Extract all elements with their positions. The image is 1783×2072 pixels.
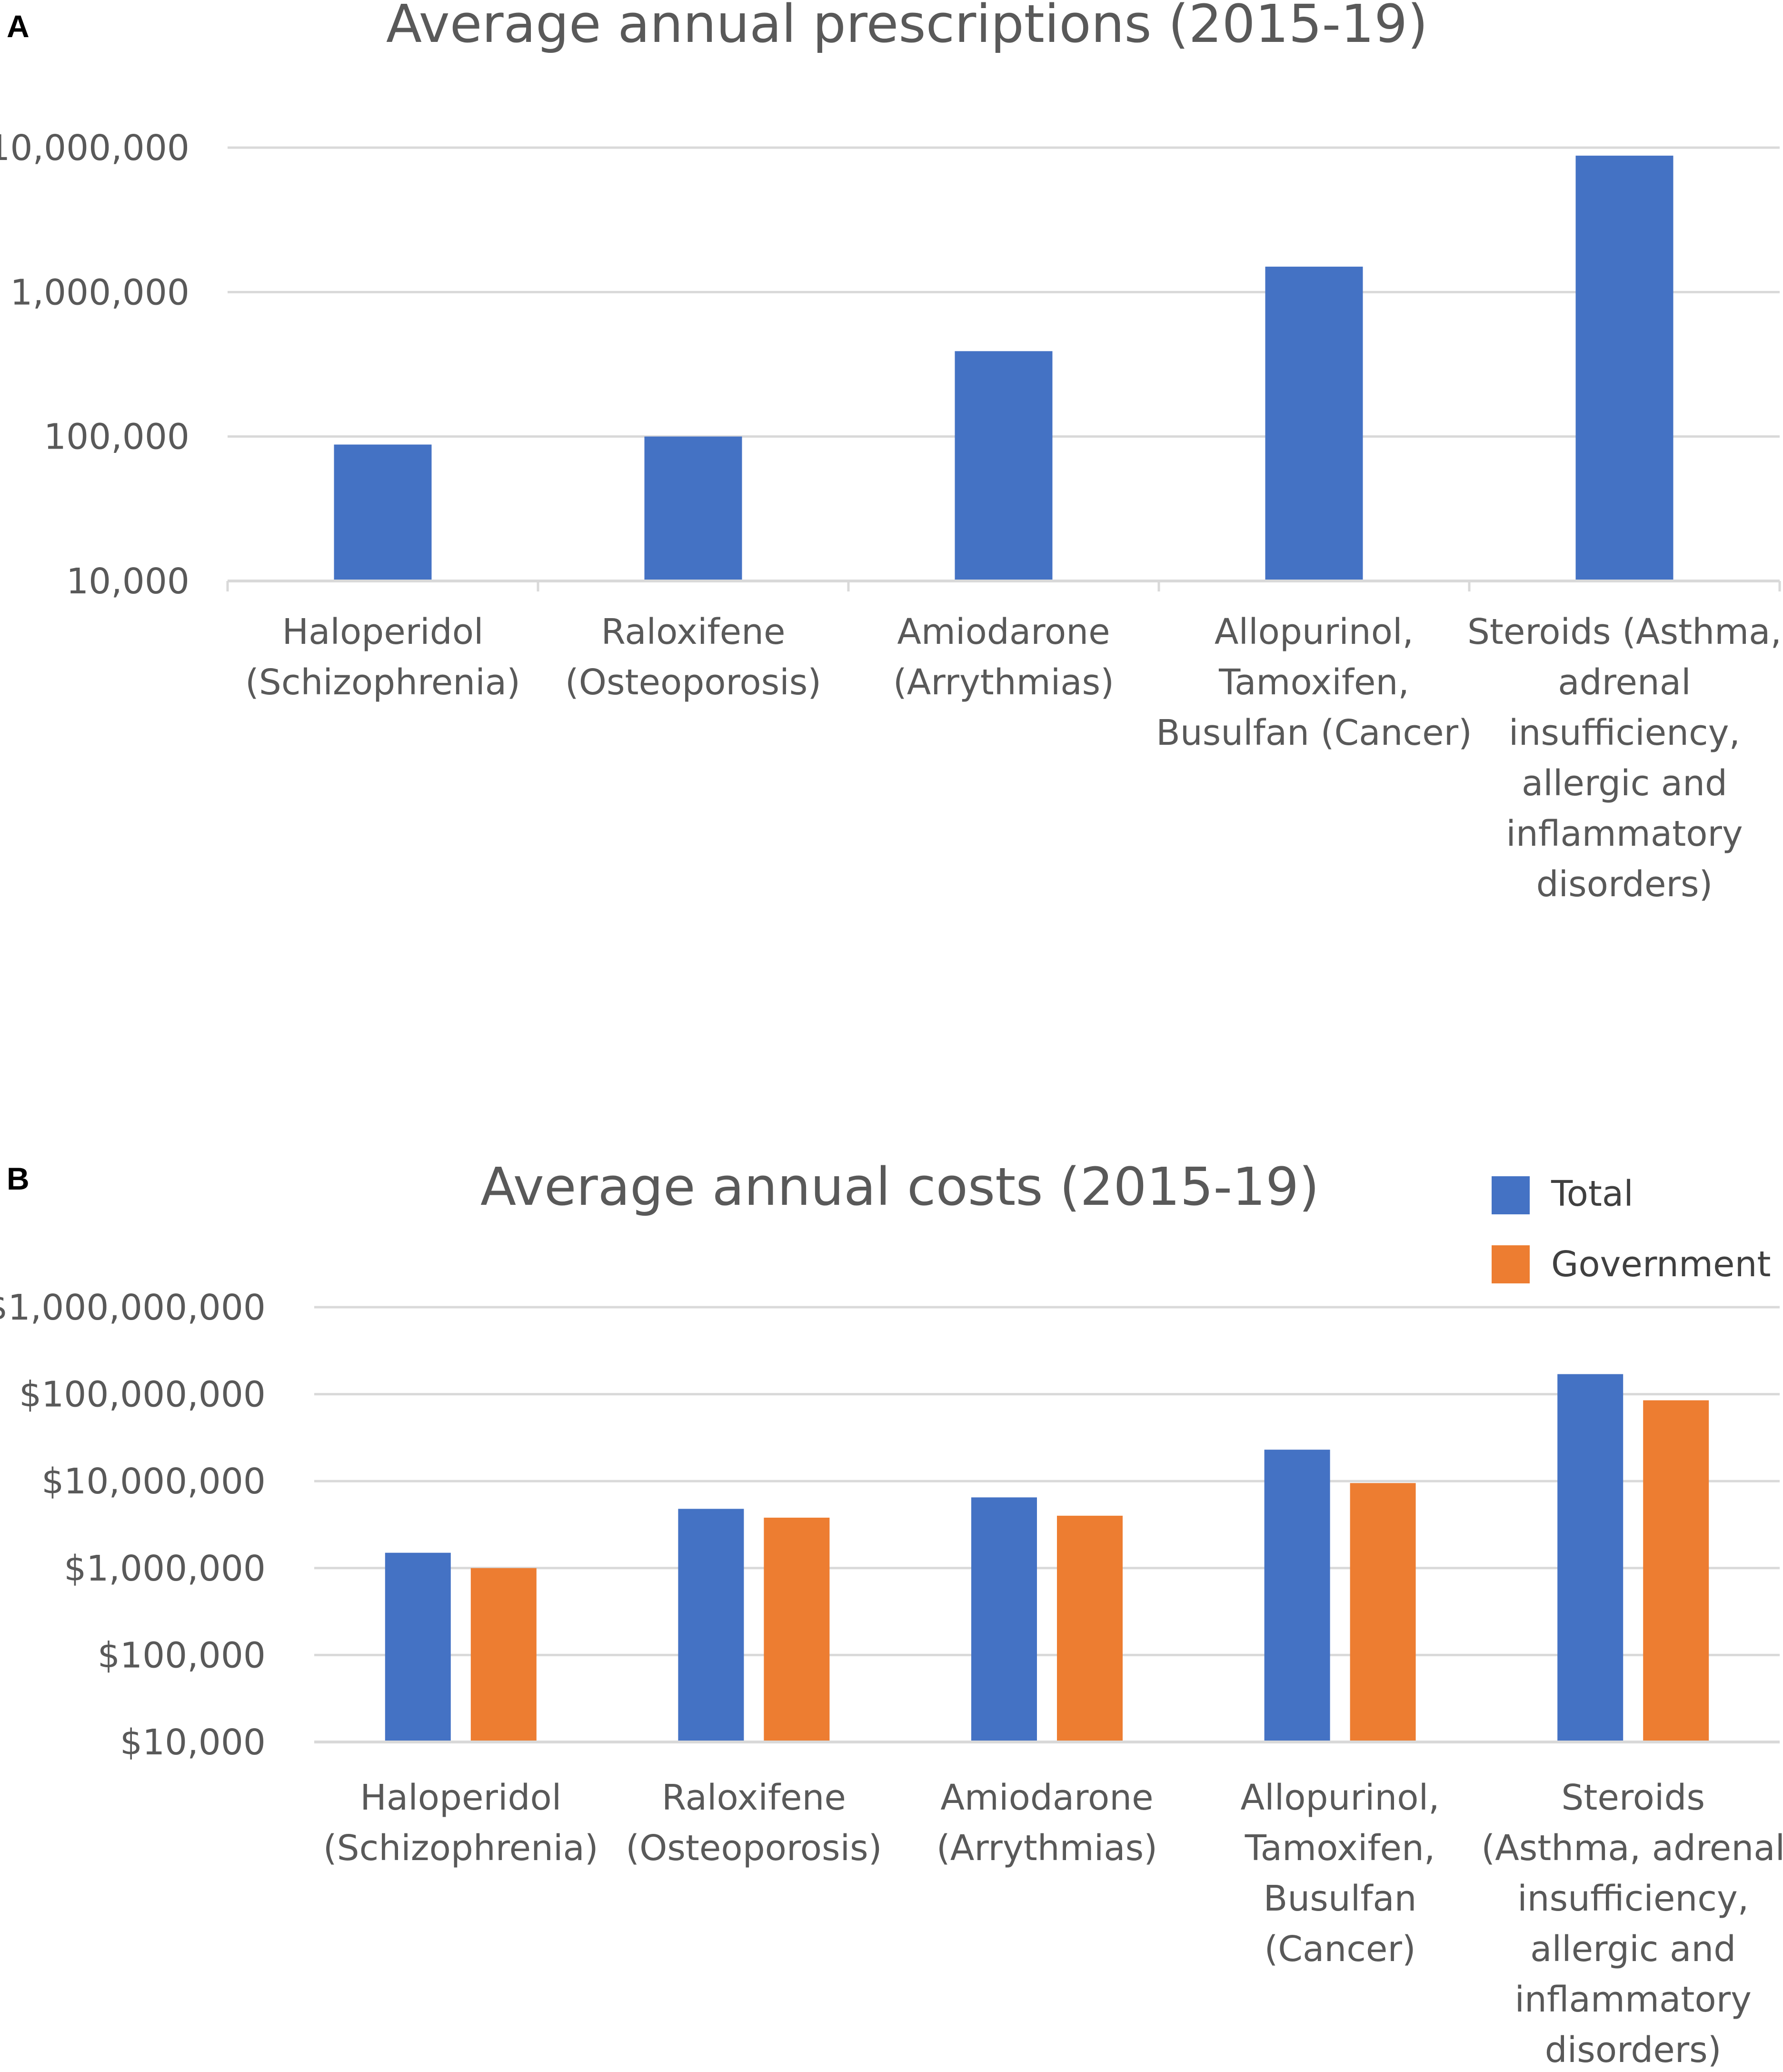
x-category-label-line: (Osteoporosis): [626, 1828, 882, 1869]
x-category-label-line: adrenal: [1558, 662, 1691, 703]
x-category-label: Haloperidol (Schizophrenia): [323, 1777, 598, 1869]
x-category-label-line: disorders): [1536, 864, 1713, 905]
y-tick-label: $100,000: [98, 1635, 266, 1676]
bar-prescriptions: [1265, 266, 1363, 580]
x-category-label: Raloxifene (Osteoporosis): [565, 611, 821, 703]
bar-prescriptions: [955, 351, 1053, 580]
legend-government-label: Government: [1551, 1244, 1771, 1285]
y-tick-label: $10,000: [120, 1722, 266, 1763]
legend-total-swatch: [1492, 1176, 1530, 1214]
bar-total: [971, 1497, 1037, 1741]
x-category-label: Amiodarone (Arrythmias): [893, 611, 1114, 703]
panel-b-bars: [385, 1374, 1709, 1741]
legend-total-label: Total: [1551, 1173, 1634, 1214]
y-tick-label: $1,000,000,000: [0, 1287, 266, 1328]
x-category-label-line: Raloxifene: [662, 1777, 846, 1818]
x-category-label-line: Steroids (Asthma,: [1467, 611, 1782, 652]
y-tick-label: 1,000,000: [10, 272, 189, 313]
x-category-label-line: (Arrythmias): [893, 662, 1114, 703]
panel-b-letter: B: [7, 1161, 30, 1196]
y-tick-label: $1,000,000: [64, 1548, 266, 1589]
x-category-label-line: (Arrythmias): [936, 1828, 1157, 1869]
bar-government: [1643, 1400, 1709, 1741]
x-category-label-line: Steroids: [1561, 1777, 1705, 1818]
x-category-label-line: Amiodarone: [897, 611, 1110, 652]
bar-government: [1057, 1515, 1123, 1741]
panel-b: B Average annual costs (2015-19) Total G…: [0, 1156, 1783, 2071]
legend-government-swatch: [1492, 1245, 1530, 1283]
panel-a-title: Average annual prescriptions (2015-19): [386, 0, 1428, 54]
bar-total: [678, 1509, 744, 1741]
panel-b-x-axis: Haloperidol (Schizophrenia) Raloxifene (Ost…: [323, 1777, 1783, 2071]
x-category-label-line: allergic and: [1522, 763, 1727, 804]
bar-prescriptions: [644, 436, 742, 580]
panel-a-x-axis: Haloperidol (Schizophrenia) Raloxifene (Ost…: [245, 611, 1782, 905]
x-category-label-line: Raloxifene: [601, 611, 785, 652]
x-category-label-line: Tamoxifen,: [1245, 1828, 1435, 1869]
x-category-label-line: (Osteoporosis): [565, 662, 821, 703]
x-category-label-line: inflammatory: [1506, 813, 1743, 854]
y-tick-label: 10,000,000: [0, 128, 189, 169]
panel-b-gridlines: [314, 1306, 1780, 1743]
x-category-label-line: (Asthma, adrenal: [1481, 1828, 1783, 1869]
bar-total: [1264, 1450, 1330, 1741]
x-category-label: Allopurinol, Tamoxifen, Busulfan (Cancer): [1156, 611, 1472, 753]
panel-b-title: Average annual costs (2015-19): [480, 1156, 1319, 1217]
x-category-label: Raloxifene (Osteoporosis): [626, 1777, 882, 1869]
x-category-label-line: Haloperidol: [282, 611, 483, 652]
x-category-label-line: allergic and: [1530, 1929, 1736, 1970]
bar-prescriptions: [1575, 155, 1673, 580]
x-category-label-line: disorders): [1545, 2030, 1722, 2071]
panel-a: A Average annual prescriptions (2015-19)…: [0, 0, 1782, 905]
x-category-label: Allopurinol, Tamoxifen, Busulfan (Cancer): [1241, 1777, 1440, 1970]
panel-a-bars: [334, 155, 1673, 580]
y-tick-label: $10,000,000: [41, 1461, 266, 1502]
x-category-label-line: Allopurinol,: [1241, 1777, 1440, 1818]
x-category-label-line: (Cancer): [1264, 1929, 1415, 1970]
bar-total: [1557, 1374, 1624, 1741]
x-category-label-line: Busulfan: [1264, 1878, 1417, 1919]
x-category-label-line: Amiodarone: [940, 1777, 1153, 1818]
x-category-label-line: (Schizophrenia): [323, 1828, 598, 1869]
x-category-label-line: insufficiency,: [1517, 1878, 1749, 1919]
bar-prescriptions: [334, 444, 432, 580]
bar-government: [1350, 1483, 1416, 1741]
bar-total: [385, 1552, 451, 1741]
panel-b-legend: Total Government: [1492, 1173, 1771, 1285]
x-category-label-line: Haloperidol: [360, 1777, 561, 1818]
panel-a-gridlines: [226, 146, 1781, 591]
x-category-label: Haloperidol (Schizophrenia): [245, 611, 520, 703]
y-tick-label: 100,000: [44, 417, 189, 458]
x-category-label-line: (Schizophrenia): [245, 662, 520, 703]
panel-b-y-axis: $10,000 $100,000 $1,000,000 $10,000,000 $100…: [0, 1287, 266, 1763]
panel-a-y-axis: 10,000 100,000 1,000,000 10,000,000: [0, 128, 189, 602]
y-tick-label: 10,000: [66, 561, 189, 602]
x-category-label: Steroids (Asthma, adrenal insufficiency, al…: [1467, 611, 1782, 905]
x-category-label-line: Tamoxifen,: [1218, 662, 1409, 703]
bar-government: [764, 1517, 830, 1741]
x-category-label-line: Busulfan (Cancer): [1156, 712, 1472, 753]
x-category-label-line: inflammatory: [1514, 1979, 1751, 2020]
x-category-label: Amiodarone (Arrythmias): [936, 1777, 1157, 1869]
x-category-label-line: insufficiency,: [1509, 712, 1740, 753]
panel-a-letter: A: [7, 9, 30, 44]
x-category-label: Steroids (Asthma, adrenal insufficiency, al…: [1481, 1777, 1783, 2071]
y-tick-label: $100,000,000: [19, 1374, 266, 1415]
x-category-label-line: Allopurinol,: [1215, 611, 1414, 652]
bar-government: [470, 1568, 537, 1741]
